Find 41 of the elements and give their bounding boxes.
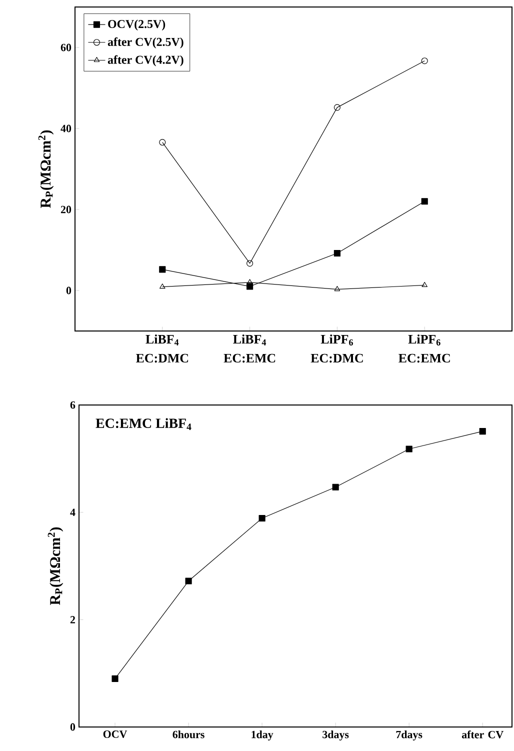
point [332, 484, 339, 490]
x-tick-label: LiBF$_{4}$ EC:DMC [136, 334, 188, 363]
y-tick-label: 20 [60, 206, 72, 214]
point [258, 514, 266, 522]
point [159, 138, 166, 146]
x-tick-label: 1day [252, 730, 274, 740]
point [112, 675, 118, 682]
x-tick-label: OCV [103, 730, 128, 738]
point [246, 260, 254, 267]
point [334, 104, 340, 111]
y-tick-label: 6 [70, 401, 76, 409]
point [185, 578, 192, 584]
point [334, 250, 340, 257]
y-tick-label: 2 [70, 616, 75, 624]
x-tick-label: LiPF$_{6}$ EC:EMC [398, 334, 450, 363]
y-tick-label: 4 [70, 508, 76, 516]
y-tick-label: 40 [60, 124, 72, 132]
x-tick-label: LiBF$_{4}$ EC:EMC [224, 334, 276, 363]
y-tick-label: 0 [70, 723, 76, 731]
point [422, 282, 428, 288]
y-tick-label: 60 [60, 44, 72, 52]
point [421, 198, 428, 205]
point [334, 286, 340, 292]
x-tick-label: LiPF$_{6}$ EC:DMC [310, 334, 363, 363]
point [159, 266, 166, 273]
legend-label: OCV(2.5V) [108, 20, 166, 30]
y-axis-title: R$_{P}$(MΩcm$^{2}$) [38, 130, 54, 208]
annotation: EC:EMC LiBF$_{4}$ [96, 418, 192, 430]
x-tick-label: after CV [462, 730, 504, 738]
y-tick-label: 0 [66, 286, 72, 294]
point [160, 284, 166, 289]
point [406, 446, 412, 452]
y-axis-title: R$_{P}$(MΩcm$^{2}$) [48, 527, 64, 605]
x-tick-label: 7days [396, 730, 422, 740]
point [479, 428, 486, 435]
x-tick-label: 6hours [172, 730, 204, 738]
legend-label: after CV(2.5V) [108, 37, 184, 48]
point [246, 283, 254, 290]
point [421, 58, 428, 64]
x-tick-label: 3days [322, 730, 349, 740]
legend-label: after CV(4.2V) [108, 55, 184, 66]
